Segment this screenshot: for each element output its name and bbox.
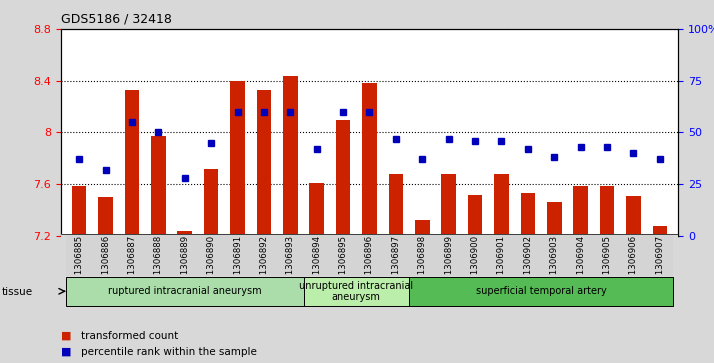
Bar [388,174,403,236]
Text: superficial temporal artery: superficial temporal artery [476,286,606,296]
Bar [303,234,330,276]
Bar [383,234,409,276]
Bar [336,119,351,236]
Bar [441,174,456,236]
Bar [125,90,139,236]
Text: GSM1306904: GSM1306904 [576,235,585,293]
Text: percentile rank within the sample: percentile rank within the sample [81,347,256,357]
Text: GSM1306892: GSM1306892 [259,235,268,293]
Bar [99,197,113,236]
Text: GSM1306901: GSM1306901 [497,235,506,293]
Text: GSM1306886: GSM1306886 [101,235,110,293]
Bar [462,234,488,276]
Bar [330,234,356,276]
Text: GSM1306885: GSM1306885 [75,235,84,293]
Text: GSM1306898: GSM1306898 [418,235,427,293]
Bar [251,234,277,276]
Text: GSM1306889: GSM1306889 [180,235,189,293]
Bar [204,169,218,236]
Text: GSM1306890: GSM1306890 [206,235,216,293]
Bar [256,90,271,236]
Bar [436,234,462,276]
Text: transformed count: transformed count [81,331,178,341]
Bar [224,234,251,276]
Bar [92,234,119,276]
Text: ruptured intracranial aneurysm: ruptured intracranial aneurysm [108,286,261,296]
Bar [573,185,588,236]
Bar [72,185,86,236]
Bar [541,234,568,276]
Text: GSM1306905: GSM1306905 [603,235,611,293]
Text: GSM1306900: GSM1306900 [471,235,480,293]
Text: GSM1306894: GSM1306894 [312,235,321,293]
Text: GSM1306897: GSM1306897 [391,235,401,293]
Text: GSM1306902: GSM1306902 [523,235,533,293]
Bar [151,136,166,236]
Text: GSM1306896: GSM1306896 [365,235,374,293]
Text: ■: ■ [61,331,71,341]
Bar [66,277,303,306]
Bar [309,183,324,236]
Bar [362,83,377,236]
Text: GSM1306891: GSM1306891 [233,235,242,293]
Bar [626,196,640,236]
Bar [600,185,614,236]
Bar [303,277,409,306]
Text: unruptured intracranial
aneurysm: unruptured intracranial aneurysm [299,281,413,302]
Bar [231,81,245,236]
Text: GDS5186 / 32418: GDS5186 / 32418 [61,13,171,26]
Bar [468,195,483,236]
Bar [66,234,92,276]
Text: GSM1306887: GSM1306887 [128,235,136,293]
Text: GSM1306888: GSM1306888 [154,235,163,293]
Bar [594,234,620,276]
Bar [145,234,171,276]
Bar [494,174,508,236]
Bar [415,220,430,236]
Bar [620,234,647,276]
Bar [171,234,198,276]
Bar [277,234,303,276]
Bar [283,76,298,236]
Bar [178,231,192,236]
Bar [409,277,673,306]
Text: tissue: tissue [2,287,34,297]
Bar [568,234,594,276]
Text: GSM1306893: GSM1306893 [286,235,295,293]
Bar [198,234,224,276]
Bar [515,234,541,276]
Bar [521,193,535,236]
Bar [647,234,673,276]
Bar [488,234,515,276]
Text: GSM1306906: GSM1306906 [629,235,638,293]
Text: GSM1306903: GSM1306903 [550,235,559,293]
Bar [653,225,667,236]
Bar [547,202,561,236]
Text: GSM1306899: GSM1306899 [444,235,453,293]
Text: GSM1306895: GSM1306895 [338,235,348,293]
Bar [356,234,383,276]
Text: GSM1306907: GSM1306907 [655,235,664,293]
Text: ■: ■ [61,347,71,357]
Bar [119,234,145,276]
Bar [409,234,436,276]
